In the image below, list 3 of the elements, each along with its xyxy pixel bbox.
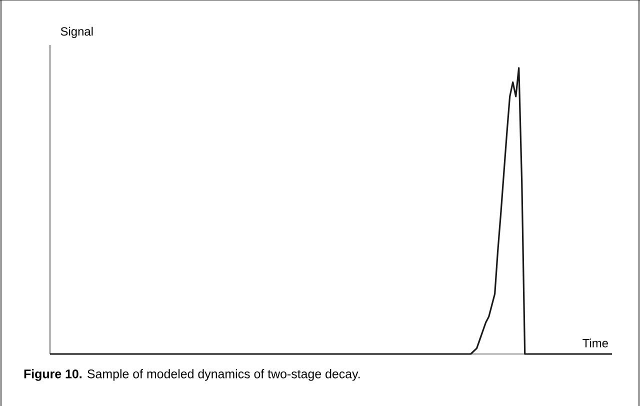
y-axis-title: Signal — [60, 26, 93, 38]
x-axis-title: Time — [582, 338, 608, 348]
text: Figure 10. Sample of modeled dynamics of two-stage decay. — [24, 369, 360, 381]
